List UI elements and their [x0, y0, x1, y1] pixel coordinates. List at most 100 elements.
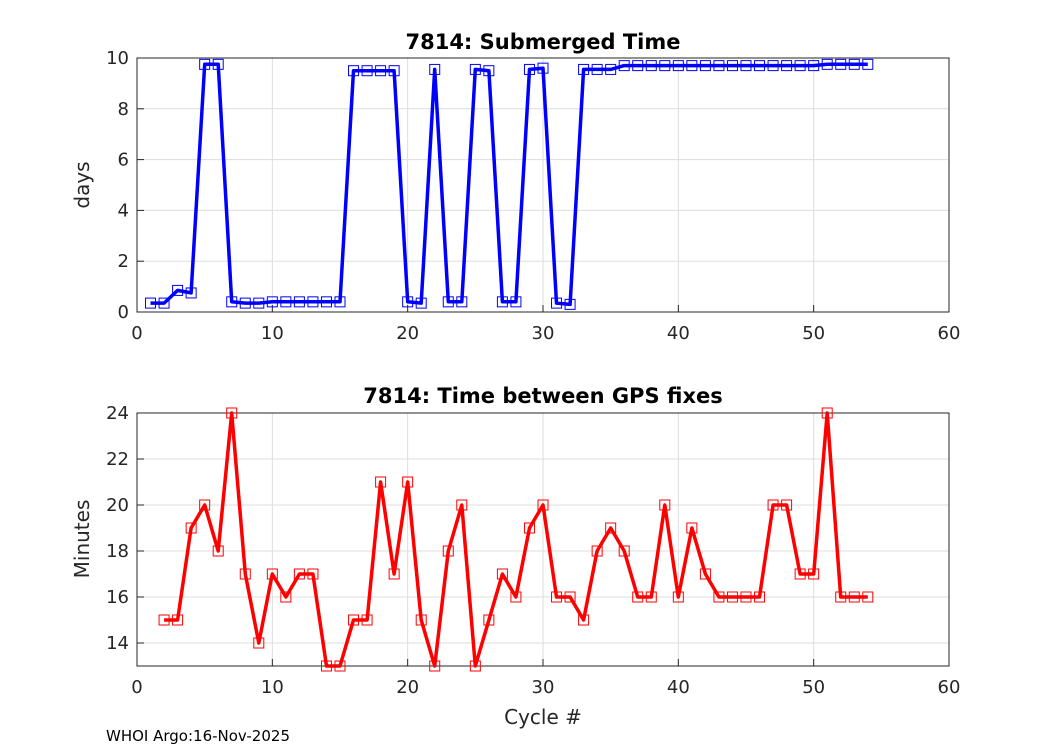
data-point — [348, 614, 360, 626]
data-point — [686, 522, 698, 534]
y-tick-label: 22 — [106, 449, 129, 470]
submerged-time-chart: 7814: Submerged Time days 0 10 20 30 40 50 60 0… — [70, 30, 960, 344]
data-point — [605, 522, 617, 534]
data-point — [699, 568, 711, 580]
data-point — [754, 60, 766, 72]
data-point — [334, 660, 346, 672]
data-point — [551, 591, 563, 603]
data-point — [659, 60, 671, 72]
y-axis-label: Minutes — [70, 500, 94, 579]
data-point — [172, 284, 184, 296]
data-point — [848, 58, 860, 70]
data-point — [808, 568, 820, 580]
data-point — [510, 591, 522, 603]
x-axis-label: Cycle # — [504, 705, 582, 729]
y-tick-label: 6 — [118, 150, 129, 171]
data-point — [185, 287, 197, 299]
data-point — [199, 499, 211, 511]
data-point — [226, 296, 238, 308]
data-point — [632, 591, 644, 603]
x-tick-label: 30 — [532, 677, 555, 698]
data-point — [469, 63, 481, 75]
data-point — [835, 58, 847, 70]
data-point — [713, 60, 725, 72]
data-point — [253, 637, 265, 649]
data-point — [523, 63, 535, 75]
data-point — [699, 60, 711, 72]
chart-title: 7814: Submerged Time — [405, 30, 680, 54]
data-point — [280, 591, 292, 603]
data-point — [672, 60, 684, 72]
data-point — [375, 476, 387, 488]
data-point — [361, 614, 373, 626]
data-point — [794, 568, 806, 580]
data-point — [158, 614, 170, 626]
data-point — [808, 60, 820, 72]
data-point — [388, 568, 400, 580]
x-tick-label: 20 — [396, 323, 419, 344]
data-point — [767, 60, 779, 72]
data-point — [199, 58, 211, 70]
data-point — [293, 296, 305, 308]
y-axis-label: days — [70, 161, 94, 208]
data-point — [862, 58, 874, 70]
x-tick-label: 60 — [938, 677, 961, 698]
data-point — [320, 660, 332, 672]
series-line — [150, 62, 868, 307]
data-point — [469, 660, 481, 672]
data-point — [456, 296, 468, 308]
data-point — [726, 60, 738, 72]
data-point — [375, 65, 387, 77]
data-point — [645, 60, 657, 72]
data-point — [212, 58, 224, 70]
data-point — [415, 297, 427, 309]
x-tick-label: 10 — [261, 677, 284, 698]
data-point — [578, 63, 590, 75]
data-point — [496, 296, 508, 308]
data-point — [361, 65, 373, 77]
gps-fix-time-chart: 7814: Time between GPS fixes Minutes Cyc… — [70, 384, 960, 729]
data-point — [402, 476, 414, 488]
data-point — [483, 614, 495, 626]
data-point — [307, 296, 319, 308]
y-tick-label: 18 — [106, 541, 129, 562]
data-point — [266, 296, 278, 308]
data-point — [781, 499, 793, 511]
data-point — [591, 545, 603, 557]
data-point — [781, 60, 793, 72]
data-point — [185, 522, 197, 534]
data-point — [293, 568, 305, 580]
axes-box — [136, 412, 950, 667]
y-tick-label: 24 — [106, 403, 129, 424]
x-tick-label: 50 — [802, 323, 825, 344]
chart-title: 7814: Time between GPS fixes — [363, 384, 723, 408]
data-point — [551, 297, 563, 309]
data-point — [564, 298, 576, 310]
x-tick-label: 20 — [396, 677, 419, 698]
y-tick-label: 0 — [118, 302, 129, 323]
data-point — [483, 65, 495, 77]
data-point — [266, 568, 278, 580]
y-tick-label: 14 — [106, 633, 129, 654]
data-point — [645, 591, 657, 603]
data-point — [537, 62, 549, 74]
data-point — [564, 591, 576, 603]
data-point — [726, 591, 738, 603]
data-point — [172, 614, 184, 626]
y-tick-label: 8 — [118, 99, 129, 120]
data-point — [672, 591, 684, 603]
data-point — [835, 591, 847, 603]
data-point — [510, 296, 522, 308]
data-point — [632, 60, 644, 72]
data-point — [821, 407, 833, 419]
x-tick-label: 60 — [938, 323, 961, 344]
data-point — [754, 591, 766, 603]
data-point — [537, 499, 549, 511]
data-point — [442, 545, 454, 557]
x-tick-label: 10 — [261, 323, 284, 344]
data-point — [713, 591, 725, 603]
data-point — [618, 60, 630, 72]
data-point — [348, 65, 360, 77]
data-point — [821, 58, 833, 70]
